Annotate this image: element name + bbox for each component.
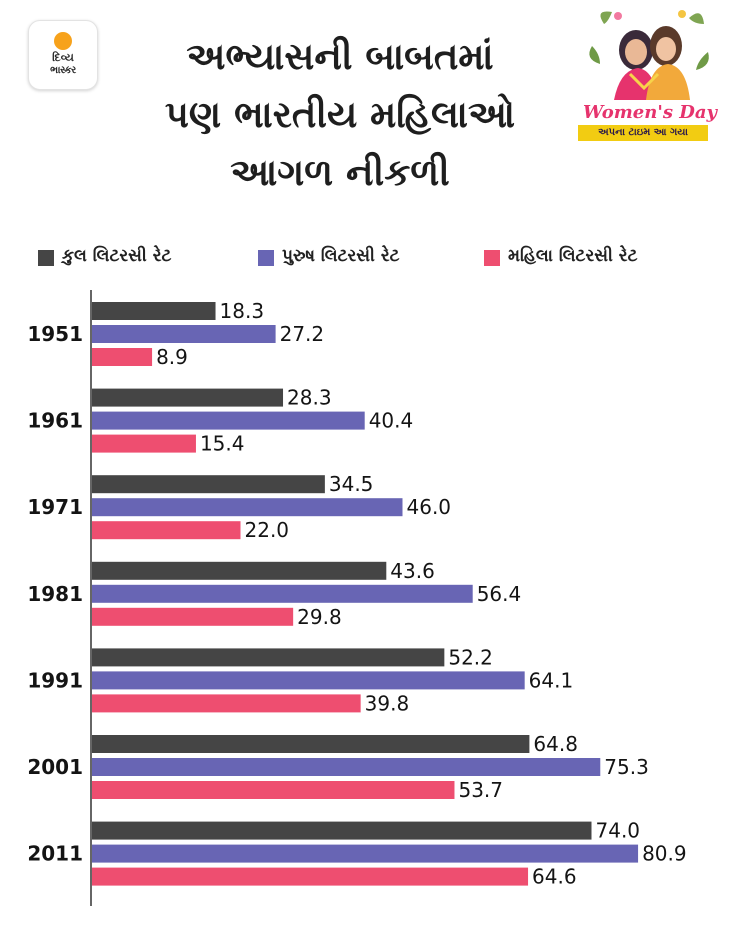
- bar-female: [92, 781, 455, 799]
- title-line-3: આગળ નીકળી: [230, 151, 450, 194]
- bar-total: [92, 821, 592, 840]
- data-label-total: 34.5: [329, 472, 374, 496]
- year-tick-label: 1971: [27, 495, 83, 519]
- bar-female: [92, 348, 153, 366]
- data-label-male: 56.4: [477, 582, 522, 606]
- data-label-total: 28.3: [287, 386, 332, 410]
- data-label-female: 15.4: [200, 432, 245, 456]
- data-label-female: 53.7: [458, 778, 503, 802]
- year-tick-label: 1951: [27, 322, 83, 346]
- legend-swatch-female: [484, 250, 500, 266]
- logo-text-line2: ભાસ્કર: [50, 65, 76, 76]
- bar-total: [92, 735, 530, 753]
- data-label-female: 22.0: [245, 518, 290, 542]
- literacy-bar-chart: 1951 18.3 27.2 8.9 1961 28.3 40.4 15.4 1971 34.5 4…: [27, 290, 687, 906]
- data-label-total: 18.3: [220, 299, 265, 323]
- womens-day-badge: Women's Day અપના ટાઇમ આ ગયા: [574, 4, 724, 144]
- bar-male: [92, 584, 473, 603]
- legend-swatch-total: [38, 250, 54, 266]
- data-label-male: 75.3: [604, 755, 649, 779]
- badge-subtitle: અપના ટાઇમ આ ગયા: [578, 125, 708, 141]
- bar-total: [92, 302, 216, 320]
- bar-total: [92, 648, 445, 667]
- legend-label-female: મહિલા લિટરસી રેટ: [508, 246, 638, 266]
- data-label-total: 74.0: [596, 819, 641, 843]
- legend-item-total: કુલ લિટરસી રેટ: [38, 238, 238, 274]
- data-label-total: 64.8: [533, 732, 578, 756]
- data-label-female: 64.6: [532, 865, 577, 889]
- data-label-male: 80.9: [642, 842, 687, 866]
- year-tick-label: 1991: [27, 668, 83, 692]
- bar-male: [92, 671, 525, 690]
- year-tick-label: 2001: [27, 755, 83, 779]
- data-label-female: 8.9: [156, 345, 188, 369]
- divya-bhaskar-logo: દિવ્ય ભાસ્કર: [28, 20, 98, 90]
- year-tick-label: 2011: [27, 842, 83, 866]
- bar-male: [92, 325, 276, 343]
- data-label-total: 43.6: [390, 559, 435, 583]
- title-line-1: અભ્યાસની બાબતમાં: [186, 35, 494, 78]
- bar-female: [92, 434, 196, 453]
- bar-total: [92, 561, 387, 580]
- legend-label-total: કુલ લિટરસી રેટ: [62, 246, 172, 266]
- logo-text-line1: દિવ્ય: [52, 51, 74, 64]
- data-label-male: 40.4: [369, 409, 414, 433]
- legend-swatch-male: [258, 250, 274, 266]
- data-label-female: 29.8: [297, 605, 342, 629]
- title-line-2: પણ ભારતીય મહિલાઓ: [164, 93, 516, 136]
- data-label-total: 52.2: [448, 645, 493, 669]
- data-label-male: 64.1: [529, 668, 574, 692]
- bar-total: [92, 388, 284, 407]
- bar-total: [92, 475, 325, 494]
- bar-female: [92, 694, 361, 713]
- badge-title: Women's Day: [583, 102, 717, 123]
- data-label-male: 46.0: [407, 495, 452, 519]
- bar-male: [92, 498, 403, 517]
- data-label-male: 27.2: [280, 322, 325, 346]
- bar-male: [92, 758, 601, 776]
- page-title: અભ્યાસની બાબતમાં પણ ભારતીય મહિલાઓ આગળ ની…: [110, 28, 570, 202]
- bar-male: [92, 411, 365, 430]
- year-tick-label: 1981: [27, 582, 83, 606]
- bar-female: [92, 521, 241, 540]
- bar-female: [92, 607, 294, 626]
- womens-day-illustration: [589, 10, 709, 100]
- bar-female: [92, 867, 529, 886]
- bar-male: [92, 844, 639, 863]
- chart-legend: કુલ લિટરસી રેટ પુરુષ લિટરસી રેટ મહિલા લિ…: [0, 238, 730, 274]
- legend-item-male: પુરુષ લિટરસી રેટ: [258, 238, 468, 274]
- legend-item-female: મહિલા લિટરસી રેટ: [484, 238, 724, 274]
- legend-label-male: પુરુષ લિટરસી રેટ: [282, 246, 400, 266]
- sun-icon: [54, 32, 72, 50]
- year-tick-label: 1961: [27, 409, 83, 433]
- data-label-female: 39.8: [365, 691, 410, 715]
